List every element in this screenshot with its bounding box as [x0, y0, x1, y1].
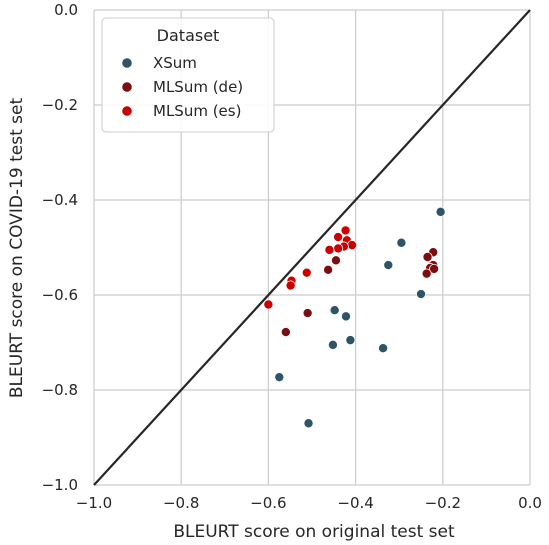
legend-title: Dataset: [157, 26, 220, 45]
point-2-3: [347, 240, 358, 251]
y-tick-label-3: −0.4: [42, 191, 78, 209]
x-tick-label-3: −0.4: [337, 494, 373, 512]
point-1-6: [429, 263, 440, 274]
x-tick-label-2: −0.6: [250, 494, 286, 512]
point-2-9: [285, 280, 296, 291]
point-0-10: [303, 418, 314, 429]
point-0-6: [345, 335, 356, 346]
point-0-8: [378, 343, 389, 354]
legend-marker-2: [121, 105, 133, 117]
tick-labels: −1.0 −0.8 −0.6 −0.4 −0.2 0.0 −1.0 −0.8 −0.6 −0.4 −…: [42, 1, 542, 512]
y-tick-label-0: −1.0: [42, 476, 78, 494]
diagonal-line: [93, 9, 531, 486]
y-axis-label: BLEURT score on COVID-19 test set: [7, 98, 27, 399]
legend-box: [101, 17, 275, 133]
x-tick-label-4: −0.2: [425, 494, 461, 512]
point-1-2: [330, 255, 341, 266]
point-0-9: [274, 372, 285, 383]
point-1-8: [302, 308, 313, 319]
legend-marker-1: [121, 81, 133, 93]
legend-label-1: MLSum (de): [153, 78, 243, 96]
point-0-0: [435, 206, 446, 217]
y-tick-label-5: 0.0: [54, 1, 78, 19]
x-tick-label-5: 0.0: [518, 494, 542, 512]
y-tick-label-2: −0.6: [42, 286, 78, 304]
point-1-1: [422, 251, 433, 262]
x-axis-label: BLEURT score on original test set: [173, 522, 455, 542]
point-2-0: [340, 225, 351, 236]
x-tick-label-1: −0.8: [163, 494, 199, 512]
point-2-5: [333, 243, 344, 254]
point-1-3: [323, 264, 334, 275]
point-0-4: [329, 305, 340, 316]
x-tick-label-0: −1.0: [76, 494, 112, 512]
point-0-7: [327, 339, 338, 350]
data-points: [263, 206, 446, 429]
point-1-7: [421, 268, 432, 279]
point-2-1: [333, 232, 344, 243]
legend-marker-0: [121, 57, 133, 69]
legend-label-0: XSum: [153, 54, 197, 72]
y-tick-label-1: −0.8: [42, 381, 78, 399]
point-0-2: [383, 260, 394, 271]
legend: Dataset XSum MLSum (de) MLSum (es): [101, 17, 275, 133]
point-0-5: [341, 311, 352, 322]
point-0-1: [396, 237, 407, 248]
legend-label-2: MLSum (es): [153, 102, 241, 120]
point-1-9: [280, 327, 291, 338]
diagonal-reference-line: [93, 9, 531, 486]
point-2-7: [301, 267, 312, 278]
point-2-6: [324, 244, 335, 255]
point-2-10: [263, 299, 274, 310]
point-0-3: [415, 289, 426, 300]
y-tick-label-4: −0.2: [42, 96, 78, 114]
